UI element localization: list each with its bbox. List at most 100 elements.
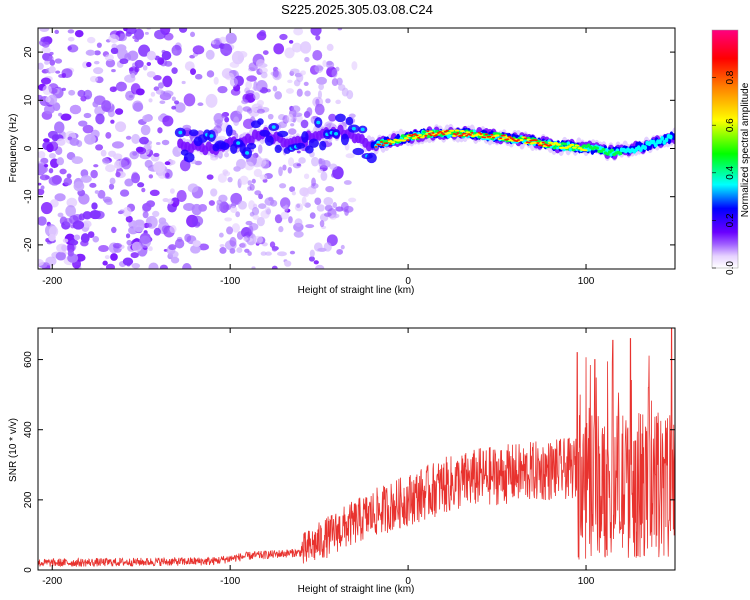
ridge-band [446, 131, 452, 135]
noise-blob [230, 88, 241, 96]
noise-blob [248, 200, 256, 211]
ridge-band [569, 143, 575, 146]
noise-blob [176, 190, 187, 202]
noise-blob [326, 43, 334, 52]
noise-blob [111, 141, 124, 149]
ridge-peak [388, 143, 392, 145]
noise-blob [134, 59, 144, 69]
noise-blob [328, 113, 337, 122]
noise-blob [107, 109, 115, 118]
noise-blob [170, 256, 180, 264]
noise-blob [78, 120, 88, 127]
noise-blob [309, 249, 315, 258]
noise-blob [272, 69, 279, 78]
noise-blob [123, 28, 128, 32]
noise-blob [131, 133, 141, 145]
noise-blob [89, 209, 101, 220]
noise-blob [148, 174, 154, 179]
ridge-peak [436, 132, 440, 134]
noise-blob [162, 115, 174, 127]
noise-blob [216, 135, 226, 141]
ridge-band [543, 140, 548, 145]
noise-blob [340, 244, 345, 250]
ridge-peak [465, 134, 469, 137]
y-tick-label: -20 [23, 237, 34, 252]
ridge-peak [477, 131, 481, 134]
ridge-band [664, 137, 669, 143]
noise-blob [294, 203, 304, 212]
noise-blob [220, 43, 233, 56]
x-tick-label: -100 [220, 276, 240, 287]
noise-blob [153, 227, 161, 236]
noise-blob [43, 163, 49, 168]
noise-blob [249, 183, 255, 191]
ridge-peak [506, 138, 510, 141]
noise-blob [213, 76, 219, 85]
colorbar-gradient [711, 29, 739, 269]
noise-blob [191, 203, 202, 216]
noise-blob [343, 205, 354, 213]
noise-blob [128, 67, 134, 72]
ridge-blob [259, 129, 271, 137]
noise-blob [97, 189, 106, 199]
noise-blob [162, 198, 169, 203]
noise-blob [288, 216, 293, 224]
noise-blob [314, 103, 325, 116]
ridge-peak [426, 130, 430, 133]
noise-blob [40, 201, 53, 215]
noise-blob [323, 242, 332, 252]
ridge-peak [378, 143, 382, 146]
noise-blob [317, 90, 322, 99]
noise-blob [69, 104, 82, 115]
ridge-peak [459, 134, 464, 137]
noise-blob [235, 158, 247, 170]
noise-blob [293, 28, 304, 36]
noise-blob [336, 248, 344, 255]
noise-blob [206, 70, 215, 78]
ridge-band [465, 131, 471, 134]
noise-blob [256, 157, 267, 168]
noise-blob [225, 32, 237, 44]
x-tick-label: 100 [578, 576, 595, 587]
ridge-band [449, 129, 455, 132]
noise-blob [108, 183, 115, 190]
noise-blob [343, 180, 352, 185]
noise-blob [57, 212, 64, 218]
ridge-peak [381, 144, 385, 147]
noise-blob [242, 236, 248, 241]
noise-blob [256, 99, 265, 106]
noise-blob [265, 251, 272, 256]
x-tick-label: 0 [405, 276, 411, 287]
ridge-blob [335, 113, 346, 123]
ridge-peak [429, 134, 433, 137]
snr-x-label: Height of straight line (km) [298, 584, 415, 595]
ridge-peak [410, 134, 414, 137]
noise-blob [247, 251, 252, 256]
noise-blob [333, 213, 340, 218]
noise-blob [219, 243, 225, 248]
ridge-band [572, 146, 577, 149]
noise-blob [125, 90, 135, 101]
noise-blob [256, 216, 265, 227]
noise-blob [153, 152, 160, 157]
noise-blob [73, 234, 81, 241]
noise-blob [82, 211, 92, 220]
noise-blob [311, 156, 319, 167]
noise-blob [122, 257, 134, 266]
noise-blob [337, 28, 343, 31]
noise-blob [171, 44, 182, 56]
noise-blob [146, 71, 156, 78]
noise-blob [139, 136, 149, 145]
noise-blob [345, 153, 355, 159]
noise-blob [56, 138, 66, 146]
ridge-band [494, 134, 500, 137]
noise-blob [146, 217, 152, 224]
noise-blob [162, 75, 173, 88]
noise-blob [105, 164, 116, 173]
noise-blob [224, 152, 230, 158]
noise-blob [315, 98, 320, 106]
noise-blob [236, 105, 243, 115]
ridge-peak [527, 141, 531, 144]
noise-blob [291, 105, 301, 113]
snr-axes: -200 -100 0 100 0 200 400 600 [23, 328, 675, 587]
